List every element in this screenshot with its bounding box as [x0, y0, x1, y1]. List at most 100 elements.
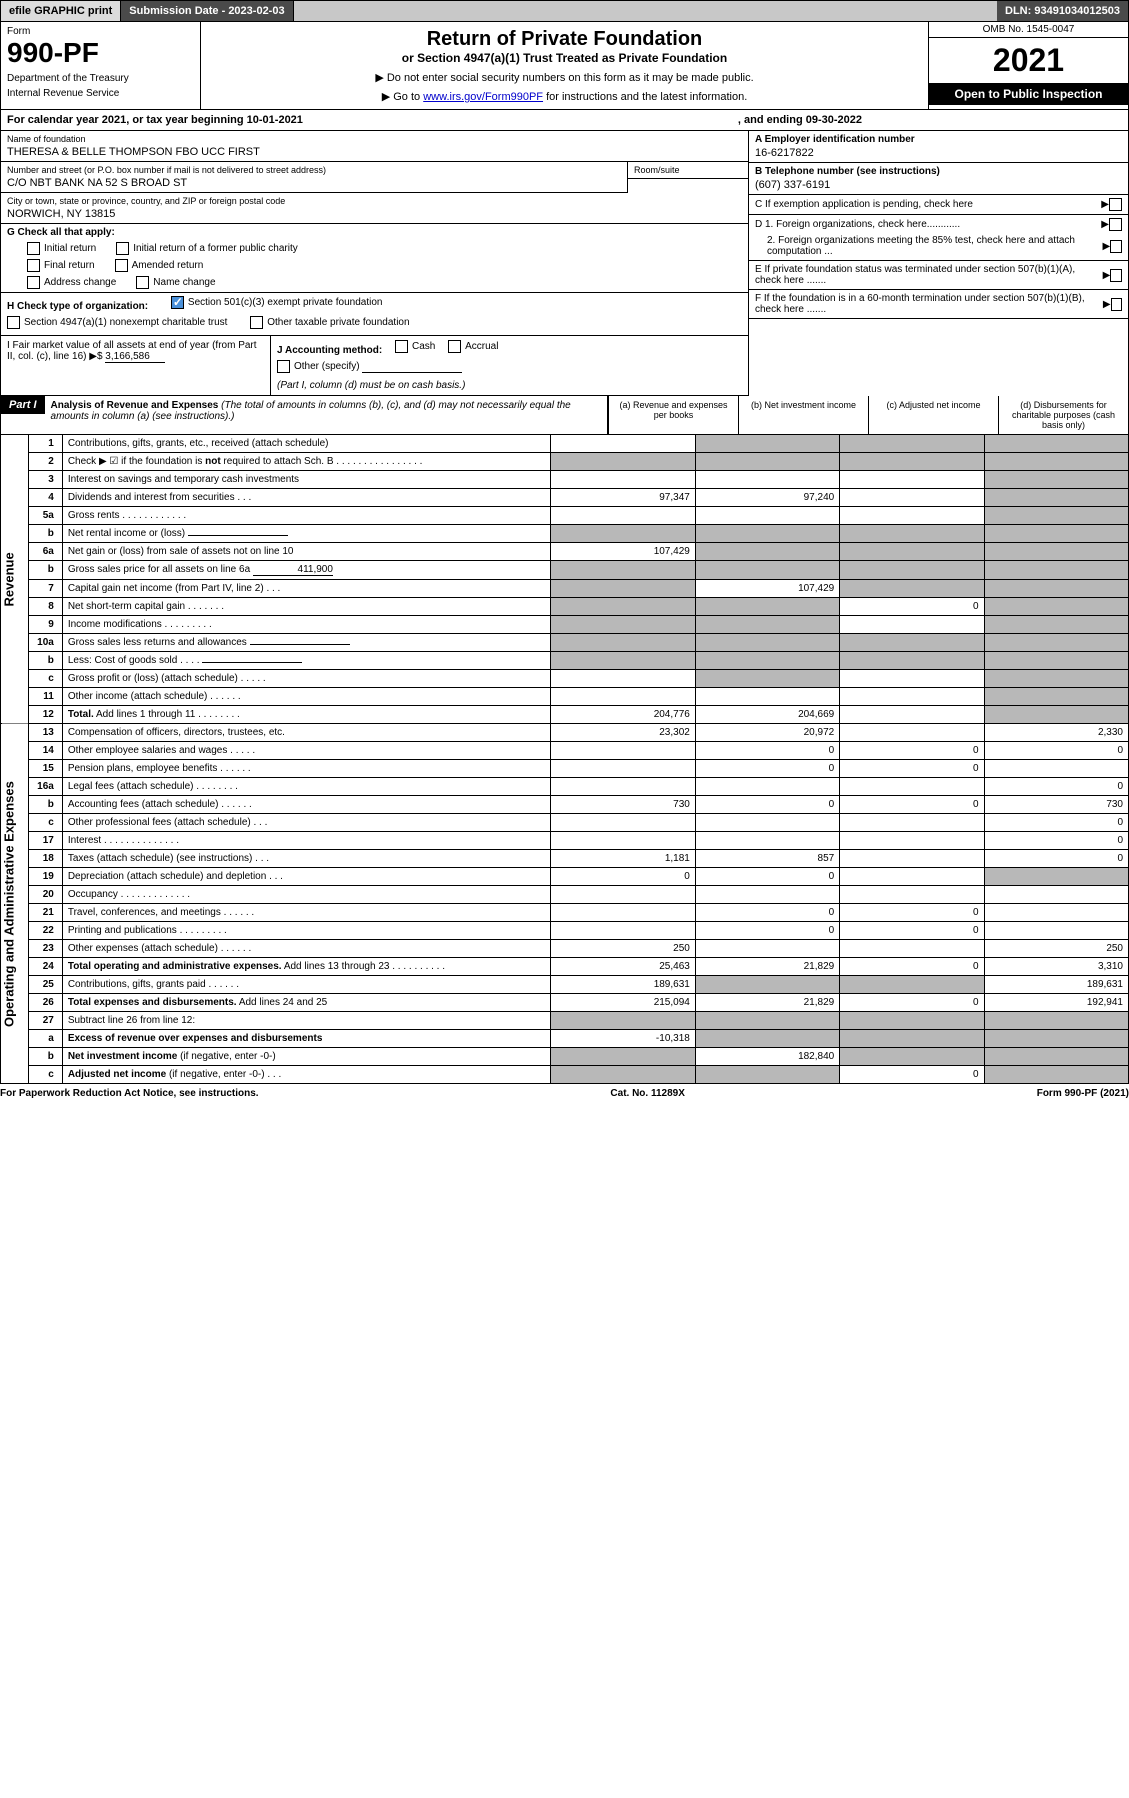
- value-cell: 3,310: [984, 958, 1128, 976]
- part-1-header: Part I Analysis of Revenue and Expenses …: [0, 396, 1129, 435]
- value-cell: 0: [695, 868, 839, 886]
- line-number: c: [28, 814, 62, 832]
- value-cell: 0: [840, 742, 984, 760]
- initial-former-checkbox[interactable]: [116, 242, 129, 255]
- line-number: 22: [28, 922, 62, 940]
- table-row: bGross sales price for all assets on lin…: [1, 561, 1129, 580]
- value-cell: [551, 760, 695, 778]
- value-cell: [695, 976, 839, 994]
- top-bar: efile GRAPHIC print Submission Date - 20…: [0, 0, 1129, 22]
- value-cell: [551, 652, 695, 670]
- city-label: City or town, state or province, country…: [7, 196, 742, 206]
- value-cell: [551, 435, 695, 453]
- calendar-year-row: For calendar year 2021, or tax year begi…: [0, 110, 1129, 131]
- line-number: 13: [28, 724, 62, 742]
- form-note-1: ▶ Do not enter social security numbers o…: [211, 71, 918, 84]
- value-cell: [840, 1012, 984, 1030]
- 60-month-checkbox[interactable]: [1111, 298, 1122, 311]
- value-cell: 97,240: [695, 489, 839, 507]
- line-label: Pension plans, employee benefits . . . .…: [62, 760, 551, 778]
- table-row: 23Other expenses (attach schedule) . . .…: [1, 940, 1129, 958]
- table-row: 25Contributions, gifts, grants paid . . …: [1, 976, 1129, 994]
- value-cell: [551, 778, 695, 796]
- exemption-pending-checkbox[interactable]: [1109, 198, 1122, 211]
- value-cell: [551, 832, 695, 850]
- value-cell: 250: [984, 940, 1128, 958]
- value-cell: [984, 652, 1128, 670]
- value-cell: [840, 814, 984, 832]
- d1-label: D 1. Foreign organizations, check here..…: [755, 219, 960, 230]
- table-row: 7Capital gain net income (from Part IV, …: [1, 580, 1129, 598]
- value-cell: 0: [695, 922, 839, 940]
- ein-value: 16-6217822: [755, 147, 1122, 159]
- line-number: 21: [28, 904, 62, 922]
- value-cell: [840, 1030, 984, 1048]
- line-label: Excess of revenue over expenses and disb…: [62, 1030, 551, 1048]
- fair-market-value: 3,166,586: [105, 351, 165, 363]
- line-label: Other employee salaries and wages . . . …: [62, 742, 551, 760]
- line-label: Occupancy . . . . . . . . . . . . .: [62, 886, 551, 904]
- table-row: 21Travel, conferences, and meetings . . …: [1, 904, 1129, 922]
- table-row: 2Check ▶ ☑ if the foundation is not requ…: [1, 453, 1129, 471]
- accrual-checkbox[interactable]: [448, 340, 461, 353]
- other-method-checkbox[interactable]: [277, 360, 290, 373]
- 4947-checkbox[interactable]: [7, 316, 20, 329]
- amended-return-checkbox[interactable]: [115, 259, 128, 272]
- line-label: Total expenses and disbursements. Add li…: [62, 994, 551, 1012]
- value-cell: [551, 814, 695, 832]
- irs-label: Internal Revenue Service: [7, 88, 194, 99]
- line-number: 3: [28, 471, 62, 489]
- value-cell: 0: [551, 868, 695, 886]
- value-cell: [551, 525, 695, 543]
- line-number: b: [28, 652, 62, 670]
- irs-link[interactable]: www.irs.gov/Form990PF: [423, 91, 543, 103]
- other-taxable-checkbox[interactable]: [250, 316, 263, 329]
- footer-right: Form 990-PF (2021): [1037, 1088, 1129, 1099]
- foreign-85-checkbox[interactable]: [1110, 240, 1122, 253]
- value-cell: [551, 561, 695, 580]
- part-1-badge: Part I: [1, 396, 45, 414]
- value-cell: 182,840: [695, 1048, 839, 1066]
- efile-print-button[interactable]: efile GRAPHIC print: [1, 1, 121, 21]
- value-cell: [984, 868, 1128, 886]
- value-cell: [984, 471, 1128, 489]
- col-c-header: (c) Adjusted net income: [868, 396, 998, 434]
- form-label: Form: [7, 26, 194, 37]
- name-change-checkbox[interactable]: [136, 276, 149, 289]
- table-row: 3Interest on savings and temporary cash …: [1, 471, 1129, 489]
- line-label: Gross profit or (loss) (attach schedule)…: [62, 670, 551, 688]
- value-cell: [984, 1012, 1128, 1030]
- status-terminated-checkbox[interactable]: [1110, 269, 1122, 282]
- dept-treasury: Department of the Treasury: [7, 73, 194, 84]
- addr-change-checkbox[interactable]: [27, 276, 40, 289]
- form-title: Return of Private Foundation: [211, 28, 918, 51]
- value-cell: 107,429: [695, 580, 839, 598]
- line-label: Depreciation (attach schedule) and deple…: [62, 868, 551, 886]
- value-cell: [551, 688, 695, 706]
- addr-label: Number and street (or P.O. box number if…: [7, 165, 621, 175]
- initial-return-checkbox[interactable]: [27, 242, 40, 255]
- foreign-org-checkbox[interactable]: [1109, 218, 1122, 231]
- value-cell: [840, 471, 984, 489]
- table-row: 11Other income (attach schedule) . . . .…: [1, 688, 1129, 706]
- line-number: 11: [28, 688, 62, 706]
- foundation-address: C/O NBT BANK NA 52 S BROAD ST: [7, 177, 621, 189]
- final-return-checkbox[interactable]: [27, 259, 40, 272]
- form-subtitle: or Section 4947(a)(1) Trust Treated as P…: [211, 51, 918, 65]
- line-number: 9: [28, 616, 62, 634]
- 501c3-checkbox[interactable]: [171, 296, 184, 309]
- value-cell: [984, 1066, 1128, 1084]
- value-cell: [840, 850, 984, 868]
- value-cell: [984, 1030, 1128, 1048]
- line-label: Interest on savings and temporary cash i…: [62, 471, 551, 489]
- line-number: 1: [28, 435, 62, 453]
- line-number: 24: [28, 958, 62, 976]
- table-row: 10aGross sales less returns and allowanc…: [1, 634, 1129, 652]
- value-cell: 730: [551, 796, 695, 814]
- value-cell: [695, 832, 839, 850]
- value-cell: [695, 561, 839, 580]
- value-cell: [984, 543, 1128, 561]
- omb-number: OMB No. 1545-0047: [929, 22, 1128, 38]
- cash-checkbox[interactable]: [395, 340, 408, 353]
- table-row: bLess: Cost of goods sold . . . .: [1, 652, 1129, 670]
